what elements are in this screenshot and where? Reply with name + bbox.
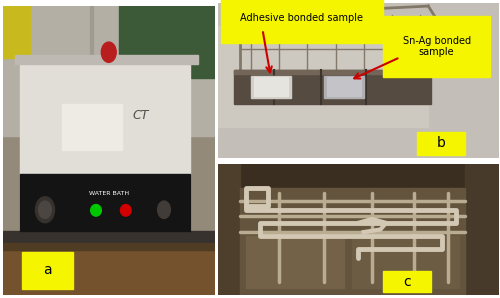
Ellipse shape xyxy=(90,204,102,216)
Bar xyxy=(2,6,30,58)
Bar xyxy=(15,55,198,64)
Text: a: a xyxy=(43,263,52,277)
Bar xyxy=(234,70,431,104)
Bar xyxy=(20,174,190,232)
Bar xyxy=(234,70,431,74)
Circle shape xyxy=(36,197,54,223)
Circle shape xyxy=(102,42,116,62)
Bar xyxy=(254,77,288,96)
Text: c: c xyxy=(404,275,411,289)
Bar xyxy=(251,76,290,97)
Text: WATER BATH: WATER BATH xyxy=(88,191,129,196)
Bar xyxy=(240,187,465,295)
Bar xyxy=(2,232,215,249)
Bar xyxy=(20,58,190,232)
Text: Sn-Ag bonded
sample: Sn-Ag bonded sample xyxy=(402,35,470,57)
FancyBboxPatch shape xyxy=(417,132,465,155)
Text: CT: CT xyxy=(132,109,149,122)
Bar xyxy=(120,6,215,78)
Bar xyxy=(2,249,215,295)
Text: b: b xyxy=(436,136,446,150)
Circle shape xyxy=(38,201,52,218)
Text: Adhesive bonded sample: Adhesive bonded sample xyxy=(240,13,364,24)
Bar xyxy=(62,104,122,150)
Bar xyxy=(218,164,240,295)
Bar xyxy=(324,76,364,97)
Bar xyxy=(327,77,361,96)
Ellipse shape xyxy=(120,204,131,216)
Bar xyxy=(2,6,215,136)
FancyBboxPatch shape xyxy=(384,271,431,292)
Bar xyxy=(218,164,498,187)
Bar xyxy=(246,236,344,288)
Bar xyxy=(218,26,428,127)
Ellipse shape xyxy=(102,55,115,58)
Bar xyxy=(352,236,459,288)
Bar xyxy=(2,243,215,250)
FancyBboxPatch shape xyxy=(22,252,72,289)
Bar xyxy=(465,164,498,295)
Circle shape xyxy=(158,201,170,218)
